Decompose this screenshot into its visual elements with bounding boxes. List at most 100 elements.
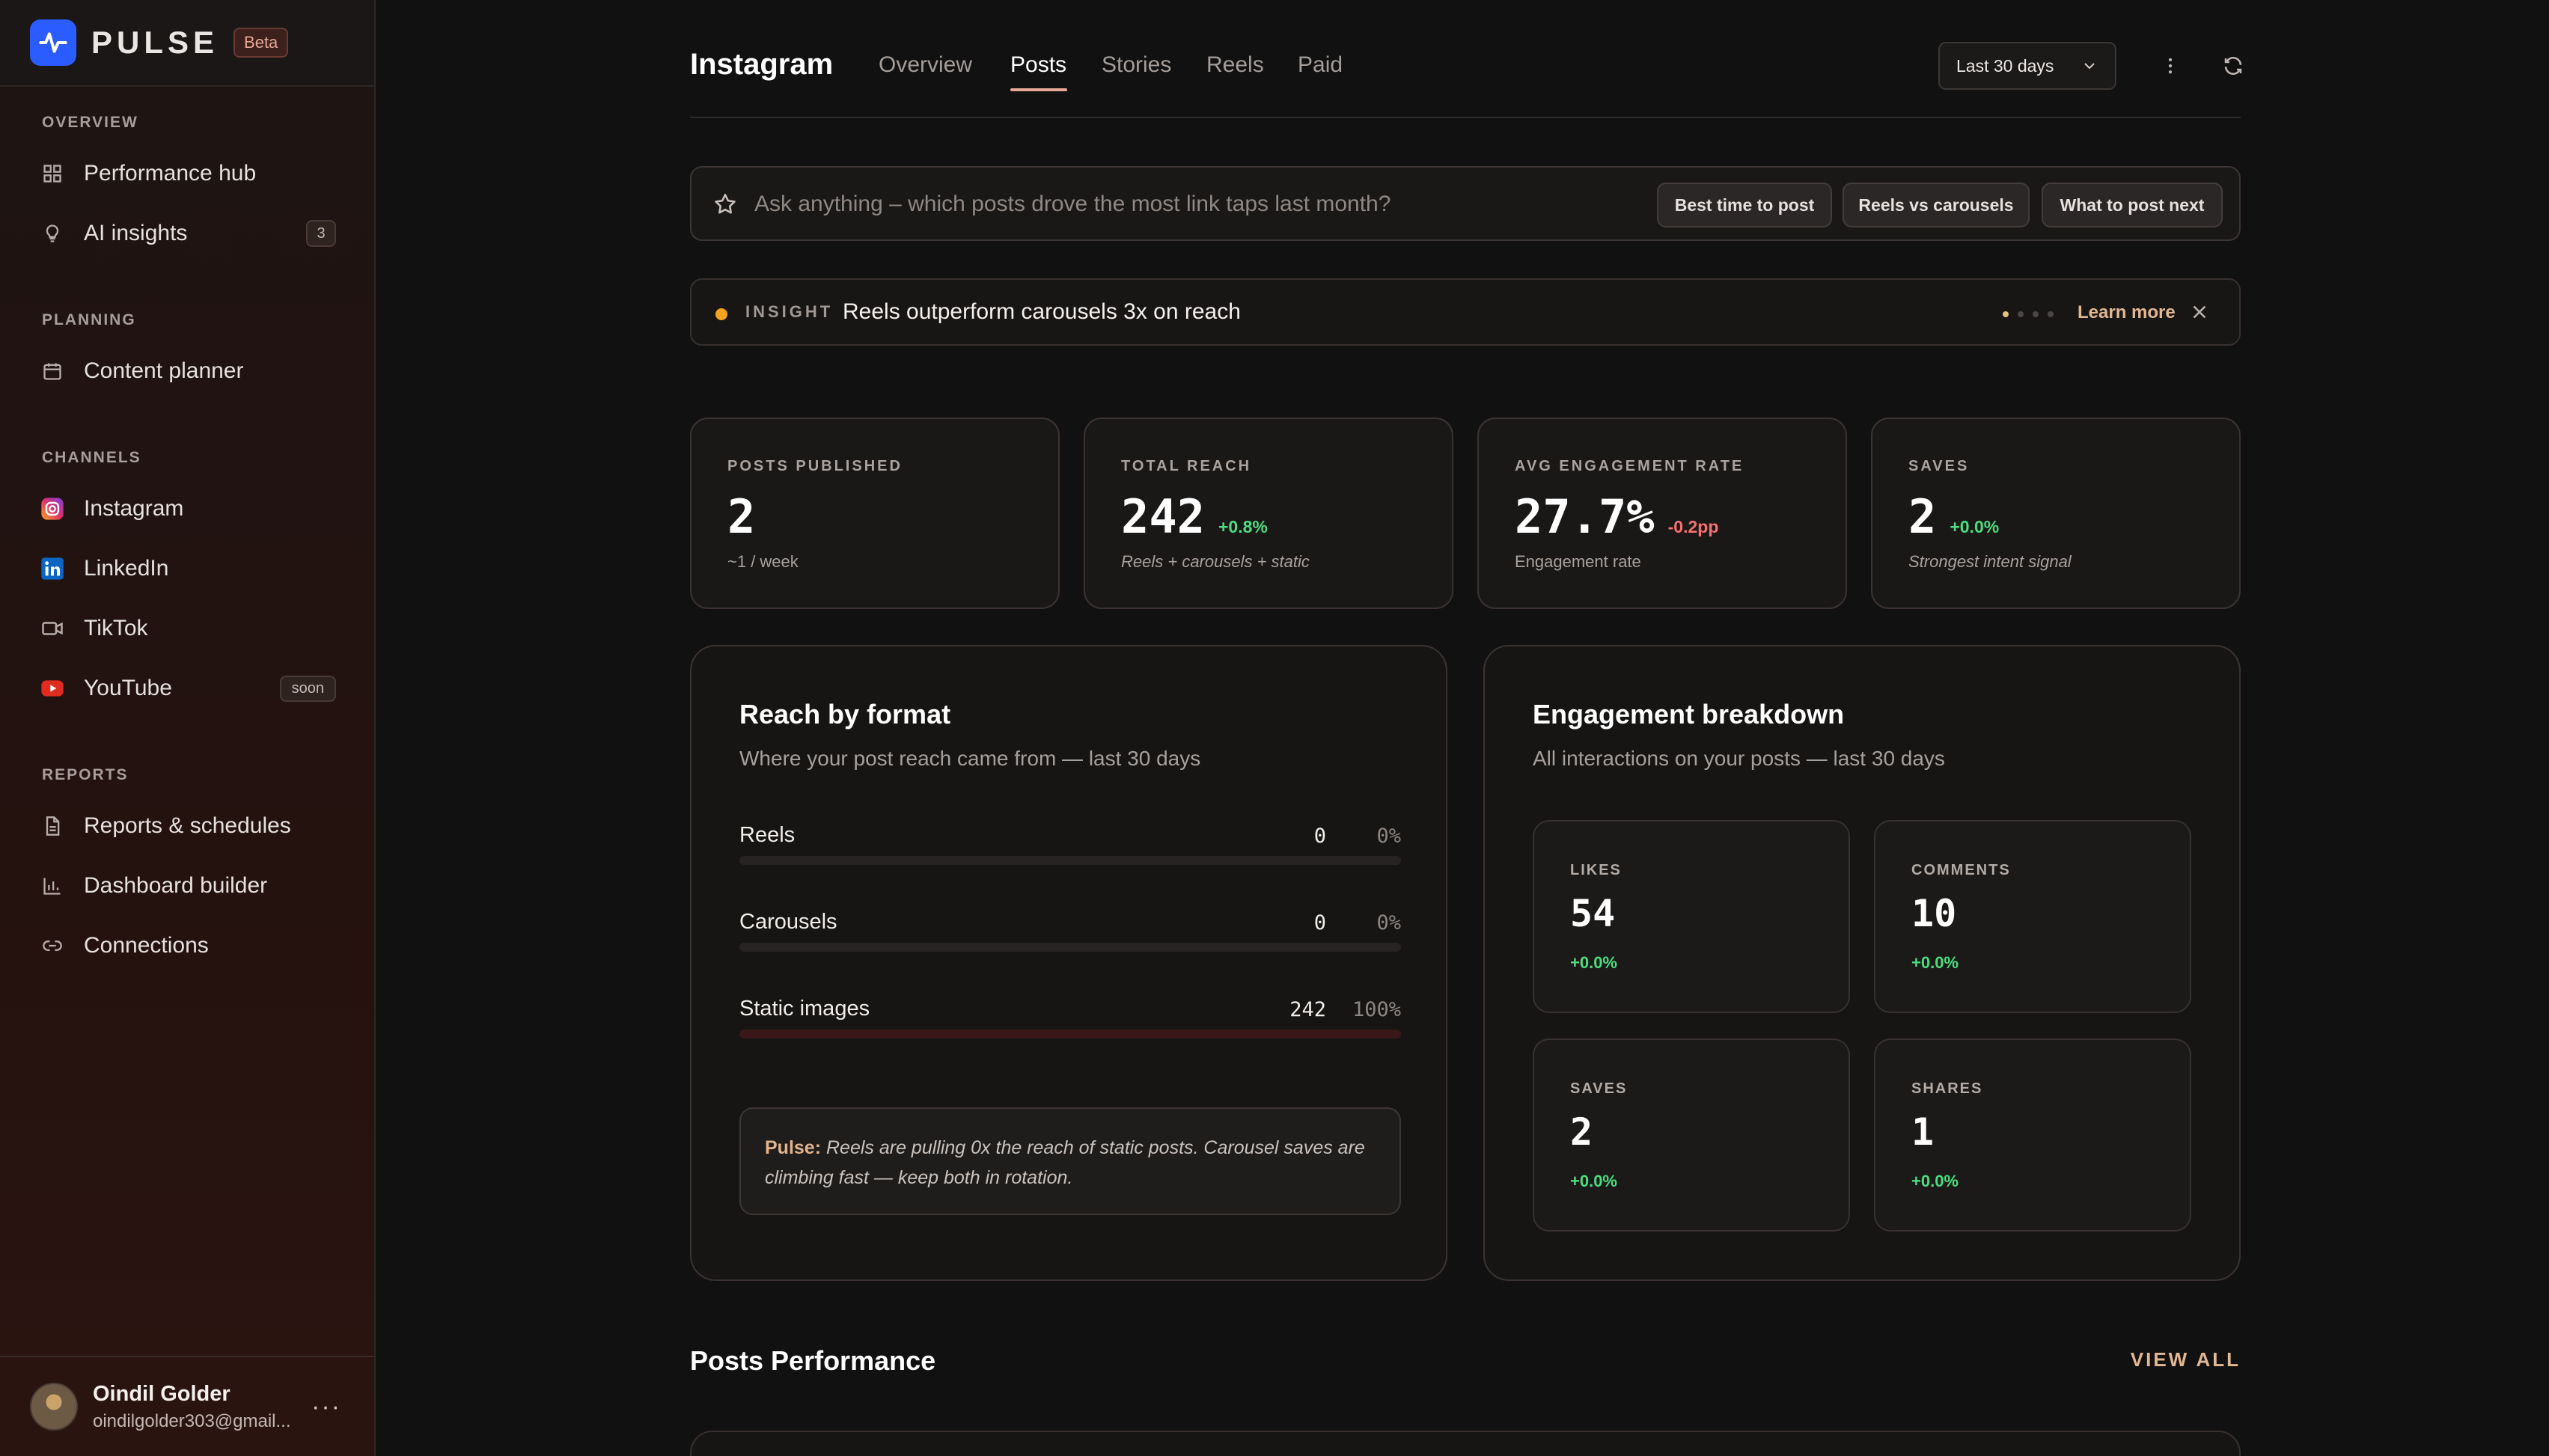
format-percent: 0% [1376, 825, 1401, 848]
stat-label: SAVES [1908, 458, 1970, 474]
engagement-card-shares: SHARES 1 +0.0% [1874, 1039, 2191, 1232]
ai-insights-count-badge: 3 [306, 220, 336, 247]
date-range-select[interactable]: Last 30 days [1938, 42, 2116, 90]
stat-value: 27.7% -0.2pp [1515, 489, 1719, 544]
chevron-down-icon [2081, 57, 2098, 79]
format-bar-track [739, 856, 1401, 865]
engagement-value: 10 [1911, 892, 1957, 935]
chip-reels-vs-carousels[interactable]: Reels vs carousels [1843, 183, 2030, 227]
sidebar-item-performance-hub[interactable]: Performance hub [40, 153, 336, 195]
panel-title: Reach by format [739, 699, 951, 729]
nav-section-planning: PLANNING [42, 311, 136, 328]
engagement-label: SHARES [1911, 1080, 1983, 1097]
format-value: 242 [1289, 998, 1326, 1021]
grid-icon [40, 162, 64, 186]
document-icon [40, 814, 64, 838]
user-profile[interactable]: Oindil Golder oindilgolder303@gmail... ·… [0, 1356, 376, 1456]
format-name: Carousels [739, 910, 837, 934]
sidebar-item-label: Performance hub [84, 161, 257, 186]
engagement-value: 54 [1570, 892, 1616, 935]
view-all-link[interactable]: VIEW ALL [2130, 1348, 2241, 1371]
sidebar-item-connections[interactable]: Connections [40, 925, 336, 967]
stat-value: 242 +0.8% [1121, 489, 1268, 544]
sidebar-item-label: Dashboard builder [84, 873, 268, 898]
lightbulb-icon [40, 221, 64, 245]
tab-paid[interactable]: Paid [1298, 52, 1343, 77]
sidebar-item-label: TikTok [84, 616, 148, 640]
avatar [30, 1383, 78, 1431]
format-bar-track [739, 1030, 1401, 1039]
panel-title: Engagement breakdown [1533, 699, 1845, 729]
sidebar-item-content-planner[interactable]: Content planner [40, 350, 336, 392]
format-bar-track [739, 943, 1401, 952]
stat-delta: +0.0% [1950, 517, 2000, 536]
user-email: oindilgolder303@gmail... [93, 1410, 291, 1431]
pager-dot[interactable] [2033, 311, 2039, 317]
sidebar: PULSE Beta OVERVIEW Performance hub AI i… [0, 0, 376, 1456]
stat-value: 2 +0.0% [1908, 489, 2000, 544]
pager-dot[interactable] [2003, 311, 2009, 317]
stat-label: TOTAL REACH [1121, 458, 1252, 474]
engagement-value: 2 [1570, 1110, 1593, 1154]
date-range-label: Last 30 days [1956, 55, 2054, 76]
engagement-breakdown-panel: Engagement breakdown All interactions on… [1483, 645, 2241, 1281]
more-options-icon[interactable]: ··· [311, 1392, 341, 1421]
tab-posts[interactable]: Posts [1010, 52, 1067, 77]
pulse-note-label: Pulse: [765, 1137, 822, 1158]
reach-by-format-panel: Reach by format Where your post reach ca… [690, 645, 1447, 1281]
more-vertical-icon[interactable] [2157, 52, 2184, 79]
engagement-delta: +0.0% [1911, 1172, 1959, 1190]
pulse-logo-icon[interactable] [30, 19, 76, 66]
tab-reels[interactable]: Reels [1206, 52, 1264, 77]
sidebar-item-youtube[interactable]: YouTube soon [40, 667, 336, 709]
sidebar-item-linkedin[interactable]: LinkedIn [40, 548, 336, 590]
engagement-card-comments: COMMENTS 10 +0.0% [1874, 820, 2191, 1013]
engagement-delta: +0.0% [1911, 953, 1959, 972]
stat-value: 2 [727, 489, 756, 544]
bar-chart-icon [40, 874, 64, 898]
brand-name: PULSE [91, 25, 219, 60]
instagram-icon [40, 497, 64, 521]
refresh-icon[interactable] [2220, 52, 2247, 79]
sidebar-item-label: LinkedIn [84, 556, 169, 581]
insight-tag: INSIGHT [745, 302, 834, 321]
pager-dot[interactable] [2018, 311, 2024, 317]
format-percent: 100% [1352, 998, 1401, 1021]
nav-section-overview: OVERVIEW [42, 114, 138, 131]
chip-best-time[interactable]: Best time to post [1657, 183, 1832, 227]
learn-more-link[interactable]: Learn more [2078, 302, 2176, 322]
calendar-icon [40, 359, 64, 383]
format-name: Reels [739, 823, 796, 847]
sidebar-item-instagram[interactable]: Instagram [40, 488, 336, 530]
youtube-icon [40, 676, 64, 700]
nav-section-channels: CHANNELS [42, 449, 141, 466]
ask-input[interactable] [754, 186, 1503, 223]
linkedin-icon [40, 557, 64, 581]
panel-subtitle: All interactions on your posts — last 30… [1533, 747, 1945, 770]
pulse-note-text: Reels are pulling 0x the reach of static… [765, 1137, 1365, 1188]
tab-overview[interactable]: Overview [879, 52, 973, 77]
sidebar-item-reports-schedules[interactable]: Reports & schedules [40, 805, 336, 847]
sidebar-item-ai-insights[interactable]: AI insights 3 [40, 212, 336, 254]
close-icon[interactable] [2188, 301, 2211, 327]
star-icon [712, 192, 738, 221]
stat-sub: Reels + carousels + static [1121, 552, 1310, 571]
sidebar-item-tiktok[interactable]: TikTok [40, 608, 336, 649]
format-percent: 0% [1376, 911, 1401, 935]
stat-label: POSTS PUBLISHED [727, 458, 903, 474]
pager-dot[interactable] [2048, 311, 2054, 317]
format-value: 0 [1313, 911, 1326, 935]
chip-what-to-post[interactable]: What to post next [2042, 183, 2223, 227]
format-row-carousels: Carousels 0 0% [739, 910, 1401, 955]
insight-banner: INSIGHT Reels outperform carousels 3x on… [690, 278, 2241, 346]
sidebar-item-label: AI insights [84, 221, 188, 245]
sidebar-item-dashboard-builder[interactable]: Dashboard builder [40, 865, 336, 907]
stat-card-total-reach: TOTAL REACH 242 +0.8% Reels + carousels +… [1084, 417, 1453, 609]
pulse-note: Pulse: Reels are pulling 0x the reach of… [739, 1107, 1401, 1215]
page-header: Instagram Overview Posts Stories Reels P… [690, 42, 2242, 118]
sidebar-item-label: YouTube [84, 676, 172, 700]
beta-badge: Beta [233, 28, 289, 58]
insight-pager [2003, 311, 2054, 317]
tab-stories[interactable]: Stories [1102, 52, 1172, 77]
engagement-label: SAVES [1570, 1080, 1628, 1097]
